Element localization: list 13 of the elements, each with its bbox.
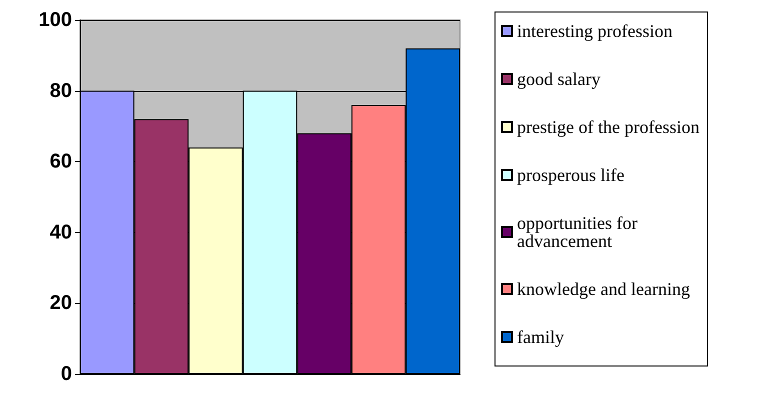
legend-label: good salary xyxy=(517,69,600,89)
legend-label: opportunities for advancement xyxy=(517,213,638,251)
legend-label: interesting profession xyxy=(517,21,672,41)
legend-label: prosperous life xyxy=(517,165,624,185)
legend-label: family xyxy=(517,327,564,347)
y-tick-label: 60 xyxy=(50,150,72,173)
legend-label: prestige of the profession xyxy=(517,117,700,137)
y-tick-label: 20 xyxy=(50,292,72,314)
y-tick-label: 0 xyxy=(60,363,72,385)
y-tick-label: 100 xyxy=(38,9,72,31)
legend-label: knowledge and learning xyxy=(517,279,690,299)
y-tick-label: 80 xyxy=(50,80,72,102)
y-tick-label: 40 xyxy=(50,221,72,244)
